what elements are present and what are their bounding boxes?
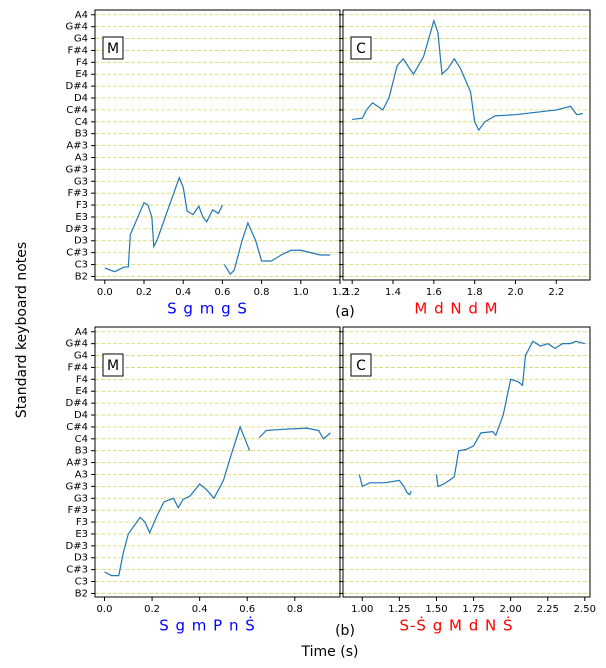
x-tick-label: 1.2 <box>332 287 348 298</box>
caption: (a) <box>335 304 355 320</box>
swara-annotation: S g m P n Ṡ <box>159 616 256 635</box>
y-tick-label: D#3 <box>66 224 88 235</box>
x-tick-label: 0.8 <box>287 604 303 615</box>
y-axis-label: Standard keyboard notes <box>14 242 30 418</box>
y-tick-label: A#3 <box>66 458 88 469</box>
x-tick-label: 2.50 <box>574 604 596 615</box>
y-tick-label: F#4 <box>68 45 89 56</box>
x-tick-label: 1.50 <box>425 604 447 615</box>
caption: (b) <box>335 623 355 639</box>
x-tick-label: 0.4 <box>192 604 208 615</box>
pitch-contour <box>104 176 331 275</box>
y-tick-label: C4 <box>75 434 88 445</box>
y-tick-label: F#3 <box>68 188 89 199</box>
y-tick-label: A4 <box>75 10 88 21</box>
y-tick-label: G#3 <box>66 164 89 175</box>
y-tick-label: D4 <box>74 93 88 104</box>
y-tick-label: E3 <box>75 212 88 223</box>
x-tick-label: 0.6 <box>214 287 230 298</box>
panel-label: C <box>356 41 366 57</box>
y-tick-label: A4 <box>75 327 88 338</box>
x-tick-label: 0.8 <box>254 287 270 298</box>
y-tick-label: F4 <box>76 374 88 385</box>
y-tick-label: G#4 <box>66 22 89 33</box>
y-tick-label: C#3 <box>66 248 88 259</box>
x-tick-label: 1.6 <box>426 287 442 298</box>
y-tick-label: C#4 <box>66 422 88 433</box>
panel-frame <box>342 326 591 598</box>
panel-frame <box>94 9 341 281</box>
x-tick-label: 0.2 <box>144 604 160 615</box>
y-tick-label: B2 <box>75 588 88 599</box>
y-tick-label: A#3 <box>66 141 88 152</box>
y-tick-label: D#4 <box>66 81 88 92</box>
panel-label-box <box>350 36 372 60</box>
x-tick-label: 1.2 <box>344 287 360 298</box>
x-tick-label: 0.0 <box>97 604 113 615</box>
pitch-contour <box>104 425 331 577</box>
y-tick-label: G#3 <box>66 481 89 492</box>
panel-frame <box>94 326 341 598</box>
x-tick-label: 1.8 <box>467 287 483 298</box>
y-tick-label: F#4 <box>68 362 89 373</box>
panel-label: M <box>107 358 119 374</box>
y-tick-label: C4 <box>75 117 88 128</box>
y-tick-label: G3 <box>74 176 88 187</box>
x-axis-label: Time (s) <box>301 644 359 660</box>
y-tick-label: C3 <box>75 577 88 588</box>
x-tick-label: 2.2 <box>548 287 564 298</box>
panel-label: C <box>356 358 366 374</box>
x-tick-label: 0.4 <box>175 287 191 298</box>
y-tick-label: B2 <box>75 271 88 282</box>
x-tick-label: 2.00 <box>500 604 522 615</box>
panel-label-box <box>350 353 372 377</box>
y-tick-label: D3 <box>74 553 88 564</box>
y-tick-label: B3 <box>75 446 88 457</box>
y-tick-label: G4 <box>74 351 88 362</box>
x-tick-label: 1.4 <box>385 287 401 298</box>
y-tick-label: A3 <box>75 469 88 480</box>
x-tick-label: 0.6 <box>239 604 255 615</box>
x-tick-label: 1.75 <box>462 604 484 615</box>
y-tick-label: E3 <box>75 529 88 540</box>
y-tick-label: D3 <box>74 236 88 247</box>
pitch-contour <box>358 340 585 496</box>
y-tick-label: C#3 <box>66 565 88 576</box>
y-tick-label: F#3 <box>68 505 89 516</box>
y-tick-label: E4 <box>75 69 88 80</box>
pitch-contour <box>352 18 583 132</box>
x-tick-label: 1.25 <box>388 604 410 615</box>
panel-frame <box>342 9 591 281</box>
y-tick-label: B3 <box>75 129 88 140</box>
panel-label: M <box>107 41 119 57</box>
x-tick-label: 2.0 <box>508 287 524 298</box>
y-tick-label: G3 <box>74 493 88 504</box>
panel-label-box <box>102 353 124 377</box>
x-tick-label: 0.2 <box>136 287 152 298</box>
x-tick-label: 1.0 <box>293 287 309 298</box>
y-tick-label: G4 <box>74 34 88 45</box>
y-tick-label: F3 <box>76 517 88 528</box>
y-tick-label: A3 <box>75 152 88 163</box>
x-tick-label: 0.0 <box>97 287 113 298</box>
y-tick-label: D#3 <box>66 541 88 552</box>
y-tick-label: F4 <box>76 57 88 68</box>
y-tick-label: F3 <box>76 200 88 211</box>
y-tick-label: C#4 <box>66 105 88 116</box>
swara-annotation: S g m g S <box>167 300 248 318</box>
y-tick-label: G#4 <box>66 339 89 350</box>
y-tick-label: E4 <box>75 386 88 397</box>
swara-annotation: M d N d M <box>414 300 498 318</box>
x-tick-label: 2.25 <box>537 604 559 615</box>
y-tick-label: D4 <box>74 410 88 421</box>
swara-annotation: S-Ṡ g M d N Ṡ <box>399 616 513 635</box>
x-tick-label: 1.00 <box>351 604 373 615</box>
y-tick-label: C3 <box>75 260 88 271</box>
panel-label-box <box>102 36 124 60</box>
y-tick-label: D#4 <box>66 398 88 409</box>
